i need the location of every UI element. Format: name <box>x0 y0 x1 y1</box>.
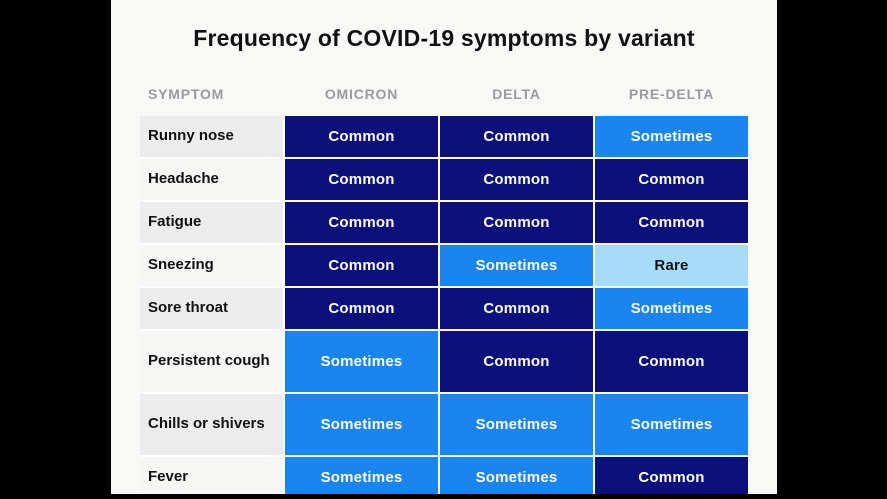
table-row: Fever Sometimes Sometimes Common <box>140 457 748 494</box>
symptom-frequency-table: SYMPTOM OMICRON DELTA PRE-DELTA Runny nose C… <box>140 84 748 494</box>
symptom-label: Headache <box>140 159 283 200</box>
table-row: Sneezing Common Sometimes Rare <box>140 245 748 286</box>
frequency-cell: Sometimes <box>440 245 593 286</box>
symptom-label: Persistent cough <box>140 331 283 392</box>
frequency-cell: Sometimes <box>285 331 438 392</box>
table-row: Sore throat Common Common Sometimes <box>140 288 748 329</box>
symptom-label: Chills or shivers <box>140 394 283 455</box>
frequency-cell: Sometimes <box>285 457 438 494</box>
frequency-cell: Sometimes <box>595 288 748 329</box>
frequency-cell: Common <box>440 331 593 392</box>
frequency-cell: Common <box>285 116 438 157</box>
column-header-omicron: OMICRON <box>324 86 399 102</box>
frequency-cell: Sometimes <box>595 394 748 455</box>
frequency-cell: Sometimes <box>440 457 593 494</box>
frequency-cell: Common <box>595 457 748 494</box>
frequency-cell: Common <box>440 202 593 243</box>
frequency-cell: Common <box>285 202 438 243</box>
symptom-label: Fatigue <box>140 202 283 243</box>
frequency-cell: Common <box>595 202 748 243</box>
symptom-label: Sore throat <box>140 288 283 329</box>
column-header-pre-delta: PRE-DELTA <box>628 86 715 102</box>
table-row: Chills or shivers Sometimes Sometimes Somet… <box>140 394 748 455</box>
symptom-label: Sneezing <box>140 245 283 286</box>
infographic-slide: Frequency of COVID-19 symptoms by varian… <box>111 0 777 494</box>
frequency-cell: Common <box>285 288 438 329</box>
chart-title: Frequency of COVID-19 symptoms by varian… <box>193 25 695 51</box>
symptom-label: Fever <box>140 457 283 494</box>
table-body: Runny nose Common Common Sometimes Headache C… <box>140 116 748 494</box>
symptom-label: Runny nose <box>140 116 283 157</box>
column-header-symptom: SYMPTOM <box>148 86 225 102</box>
frequency-cell: Common <box>440 288 593 329</box>
frequency-cell: Common <box>595 331 748 392</box>
table-row: Persistent cough Sometimes Common Common <box>140 331 748 392</box>
frequency-cell: Sometimes <box>440 394 593 455</box>
frequency-cell: Rare <box>595 245 748 286</box>
frequency-cell: Common <box>440 116 593 157</box>
frequency-cell: Sometimes <box>285 394 438 455</box>
table-row: Headache Common Common Common <box>140 159 748 200</box>
frequency-cell: Common <box>440 159 593 200</box>
table-header-row: SYMPTOM OMICRON DELTA PRE-DELTA <box>140 84 748 104</box>
frequency-cell: Common <box>285 159 438 200</box>
frequency-cell: Sometimes <box>595 116 748 157</box>
frequency-cell: Common <box>285 245 438 286</box>
column-header-delta: DELTA <box>492 86 541 102</box>
frequency-cell: Common <box>595 159 748 200</box>
table-row: Runny nose Common Common Sometimes <box>140 116 748 157</box>
table-row: Fatigue Common Common Common <box>140 202 748 243</box>
